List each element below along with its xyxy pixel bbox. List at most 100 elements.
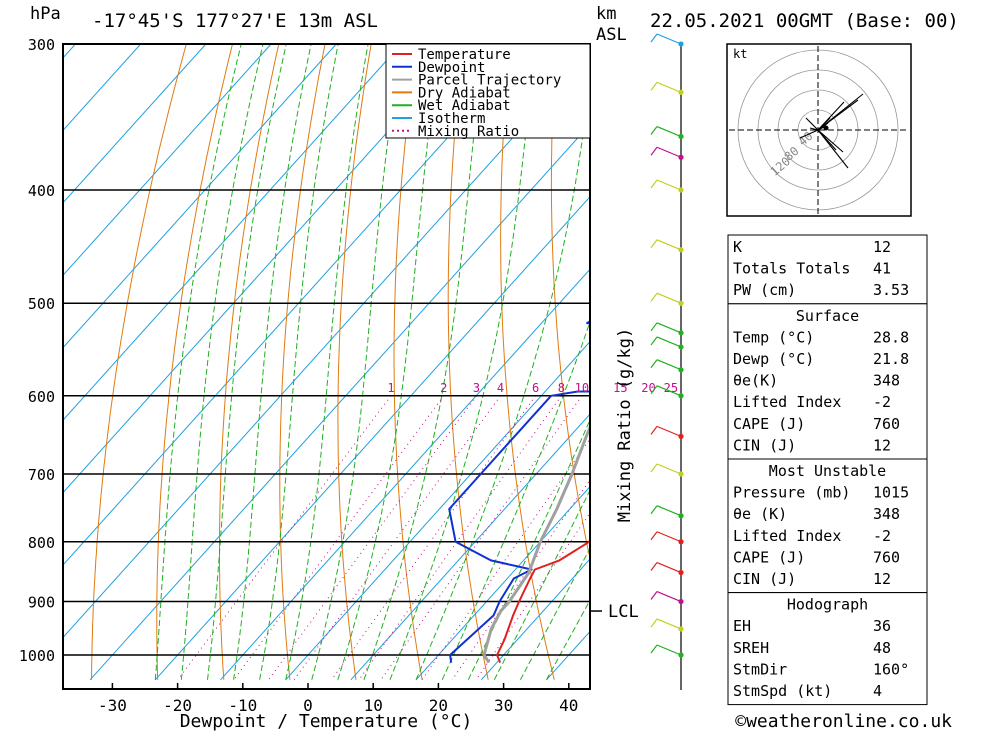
mixing-ratio-axis-title: Mixing Ratio (g/kg) [615, 328, 635, 522]
mixing-ratio-label: 8 [558, 381, 565, 395]
wind-barb [657, 592, 681, 602]
wind-barb [657, 506, 681, 516]
wind-barb [657, 337, 681, 347]
mixing-ratio-label: 3 [473, 381, 480, 395]
dry-adiabat-line [220, 27, 283, 680]
wind-level-dot [678, 367, 683, 372]
index-table-label: CAPE (J) [733, 415, 805, 433]
wind-barb-feather [651, 645, 657, 653]
dry-adiabat-line [280, 27, 329, 680]
wind-barb [657, 82, 681, 92]
wind-barb-feather [651, 147, 657, 155]
hpa-unit-label: hPa [30, 4, 61, 24]
index-table-label: CIN (J) [733, 570, 796, 588]
index-table-section-title: Hodograph [787, 596, 868, 614]
wind-level-dot [678, 513, 683, 518]
index-table-value: 41 [873, 260, 891, 278]
wind-level-dot [678, 134, 683, 139]
wind-barb-feather [651, 34, 657, 42]
pressure-tick-label: 300 [28, 36, 55, 54]
mixing-ratio-label: 20 [641, 381, 655, 395]
km-unit-label: km [596, 4, 616, 24]
mixing-ratio-label: 25 [664, 381, 678, 395]
mixing-ratio-line [381, 396, 582, 680]
wind-level-dot [678, 301, 683, 306]
wind-barb [657, 240, 681, 250]
wind-barb [657, 645, 681, 655]
hodograph-storm-motion [824, 126, 829, 131]
wind-profile [651, 34, 684, 690]
mixing-ratio-line [178, 396, 391, 680]
pressure-tick-label: 500 [28, 295, 55, 313]
x-tick-label: -30 [98, 696, 127, 715]
pressure-tick-label: 700 [28, 466, 55, 484]
wind-level-dot [678, 626, 683, 631]
index-table-label: Lifted Index [733, 393, 841, 411]
index-table-value: 28.8 [873, 328, 909, 346]
wind-barb [657, 34, 681, 44]
mixing-ratio-label: 1 [387, 381, 394, 395]
wind-barb-feather [651, 619, 657, 627]
index-table-value: 348 [873, 505, 900, 523]
dry-adiabat-line [157, 27, 237, 680]
wind-barb-feather [651, 563, 657, 571]
hodograph-unit-label: kt [733, 47, 747, 61]
mixing-ratio-label: 10 [575, 381, 589, 395]
lcl-label: LCL [608, 602, 639, 622]
wind-level-dot [678, 434, 683, 439]
mixing-ratio-line [234, 396, 444, 680]
index-table-value: 4 [873, 682, 882, 700]
index-table-label: Totals Totals [733, 260, 850, 278]
dry-adiabat-line [969, 27, 1000, 680]
wind-barb-feather [651, 323, 657, 331]
wind-level-dot [678, 155, 683, 160]
wet-adiabat-line [260, 44, 339, 680]
index-table-value: 12 [873, 238, 891, 256]
dry-adiabat-line [924, 27, 1000, 680]
wind-level-dot [678, 344, 683, 349]
wind-barb [657, 293, 681, 303]
index-table-value: 36 [873, 617, 891, 635]
index-table-label: Temp (°C) [733, 328, 814, 346]
wind-barb-feather [651, 293, 657, 301]
index-table-value: 760 [873, 548, 900, 566]
index-table-label: EH [733, 617, 751, 635]
wind-barb [657, 464, 681, 474]
wind-level-dot [678, 570, 683, 575]
pressure-tick-label: 1000 [19, 647, 55, 665]
index-table-label: CIN (J) [733, 436, 796, 454]
isotherm-line [0, 44, 336, 680]
wind-barb-feather [651, 127, 657, 135]
index-table-label: StmDir [733, 660, 787, 678]
index-table-value: 160° [873, 660, 909, 678]
index-table-label: Lifted Index [733, 527, 841, 545]
index-table-label: CAPE (J) [733, 548, 805, 566]
index-table-label: PW (cm) [733, 281, 796, 299]
isotherm-line [0, 44, 402, 680]
index-table-value: 3.53 [873, 281, 909, 299]
index-table-value: 348 [873, 372, 900, 390]
isotherm-line [0, 44, 206, 680]
index-table-section-title: Surface [796, 307, 859, 325]
index-table-value: 1015 [873, 484, 909, 502]
index-table-value: -2 [873, 393, 891, 411]
index-table-label: θe(K) [733, 372, 778, 390]
dry-adiabat-line [92, 27, 192, 680]
wind-level-dot [678, 652, 683, 657]
pressure-tick-label: 800 [28, 534, 55, 552]
wind-barb-feather [651, 532, 657, 540]
isotherm-line [0, 44, 76, 680]
wind-level-dot [678, 599, 683, 604]
x-tick-label: 40 [559, 696, 578, 715]
index-table-value: 21.8 [873, 350, 909, 368]
index-table-section-title: Most Unstable [769, 462, 886, 480]
x-axis-title: Dewpoint / Temperature (°C) [180, 711, 473, 732]
wind-barb [657, 323, 681, 333]
index-table-value: -2 [873, 527, 891, 545]
wind-level-dot [678, 539, 683, 544]
mixing-ratio-label: 6 [532, 381, 539, 395]
